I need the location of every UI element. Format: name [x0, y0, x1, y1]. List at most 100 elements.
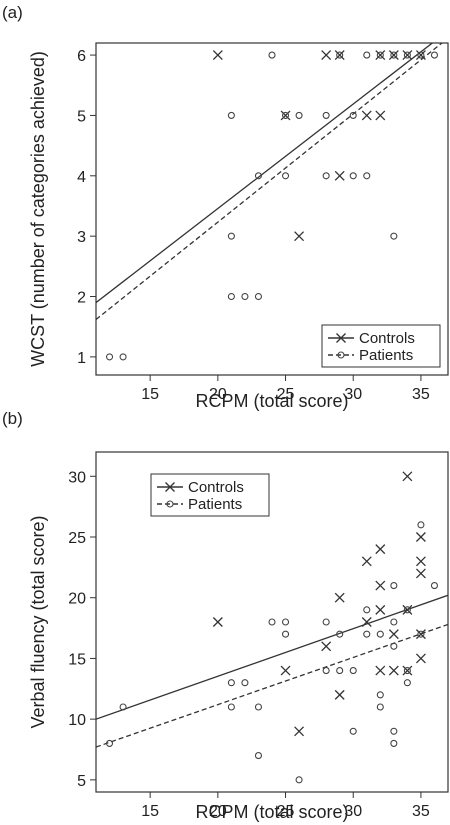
- patients-point: [376, 51, 384, 59]
- patients-point: [254, 292, 263, 301]
- patients-point: [119, 703, 127, 711]
- controls-point: [280, 110, 291, 121]
- controls-point: [280, 665, 291, 676]
- x-tick-label: 25: [277, 386, 295, 403]
- controls-point: [415, 556, 426, 567]
- controls-point: [334, 50, 345, 61]
- controls-point: [415, 629, 426, 640]
- patients-point: [417, 521, 425, 529]
- patients-point: [322, 667, 330, 675]
- y-tick-label: 30: [68, 469, 86, 486]
- patients-point: [105, 353, 114, 361]
- controls-fit-line: [96, 594, 448, 720]
- patients-point: [363, 172, 371, 180]
- patients-point: [227, 679, 235, 687]
- x-tick-label: 15: [141, 386, 159, 403]
- patients-point: [227, 292, 235, 301]
- panel-a-legend: Controls Patients: [321, 324, 441, 368]
- patients-point: [390, 618, 398, 626]
- y-tick-label: 2: [77, 290, 86, 307]
- x-tick-label: 35: [412, 803, 430, 820]
- patients-point: [227, 111, 235, 119]
- controls-point: [375, 580, 386, 591]
- patients-point: [349, 667, 357, 675]
- patients-point: [349, 172, 357, 180]
- panel-b-label: (b): [2, 409, 23, 428]
- patients-point: [376, 691, 384, 699]
- controls-point: [294, 231, 305, 242]
- x-tick-label: 30: [344, 803, 362, 820]
- y-tick-label: 25: [68, 530, 86, 547]
- patients-point: [390, 582, 398, 590]
- panel-a: (a) 15 20 25 30 35 1 2 3 4 5 6 Controls Patients R…: [2, 3, 449, 411]
- controls-point: [212, 50, 223, 61]
- patients-point: [417, 51, 425, 59]
- patients-point: [336, 51, 344, 59]
- patients-point: [281, 111, 290, 119]
- controls-point: [361, 110, 372, 121]
- patients-point: [105, 739, 114, 747]
- legend-patients-marker: [166, 500, 174, 508]
- legend-controls-marker: [336, 333, 346, 343]
- patients-point: [268, 618, 276, 626]
- controls-point: [375, 604, 386, 615]
- patients-point: [281, 630, 290, 638]
- controls-point: [402, 471, 413, 482]
- patients-point: [417, 630, 425, 638]
- patients-point: [403, 667, 411, 675]
- patients-point: [390, 642, 398, 650]
- controls-point: [415, 568, 426, 579]
- patients-point: [363, 51, 371, 59]
- controls-point: [334, 689, 345, 700]
- panel-b: (b) 15 20 25 30 35 5 10 15 20 25 30 Controls Patie…: [2, 409, 449, 822]
- y-tick-label: 15: [68, 651, 86, 668]
- patients-point: [281, 172, 290, 180]
- y-tick-label: 5: [77, 108, 86, 125]
- patients-point: [390, 232, 398, 240]
- controls-point: [415, 653, 426, 664]
- patients-fit-line: [96, 623, 448, 748]
- controls-point: [375, 665, 386, 676]
- x-tick-label: 25: [277, 803, 295, 820]
- panel-a-plot-frame: [95, 42, 449, 376]
- controls-point: [415, 532, 426, 542]
- x-tick-label: 20: [209, 803, 227, 820]
- controls-point: [388, 665, 399, 676]
- patients-point: [403, 679, 411, 687]
- controls-point: [294, 726, 305, 737]
- patients-point: [254, 172, 263, 180]
- y-tick-label: 10: [68, 712, 86, 729]
- patients-point: [322, 111, 330, 119]
- x-tick-label: 20: [209, 386, 227, 403]
- controls-point: [402, 50, 413, 61]
- controls-point: [334, 592, 345, 603]
- controls-point: [361, 556, 372, 567]
- patients-point: [268, 51, 276, 59]
- controls-point: [212, 617, 223, 627]
- controls-point: [361, 617, 372, 627]
- x-tick-label: 15: [141, 803, 159, 820]
- y-tick-label: 3: [77, 229, 86, 246]
- patients-point: [254, 703, 263, 711]
- panel-a-y-axis-label: WCST (number of categories achieved): [28, 51, 48, 367]
- controls-point: [402, 665, 413, 676]
- y-tick-label: 5: [77, 773, 86, 790]
- controls-point: [415, 50, 426, 61]
- y-tick-label: 6: [77, 48, 86, 65]
- patients-point: [322, 618, 330, 626]
- patients-point: [336, 667, 344, 675]
- panel-b-plot-frame: [95, 451, 449, 793]
- controls-point: [321, 641, 332, 652]
- controls-point: [388, 50, 399, 61]
- patients-point: [430, 582, 439, 590]
- controls-point: [375, 544, 386, 555]
- patients-point: [295, 776, 303, 784]
- y-tick-label: 20: [68, 591, 86, 608]
- controls-point: [321, 50, 332, 61]
- controls-fit-line: [96, 43, 434, 304]
- patients-point: [430, 51, 439, 59]
- x-tick-label: 30: [344, 386, 362, 403]
- panel-b-legend: Controls Patients: [150, 473, 270, 517]
- patients-point: [241, 679, 249, 687]
